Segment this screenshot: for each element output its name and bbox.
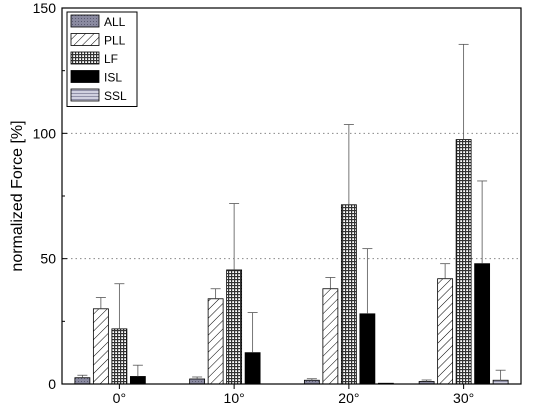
legend-swatch-isl: [70, 70, 100, 83]
bar-isl: [129, 376, 146, 385]
bar-all: [189, 378, 206, 385]
bar-isl: [474, 263, 491, 385]
y-axis: 0 50 100 150: [33, 0, 67, 392]
x-tick-label: 0°: [113, 390, 126, 405]
bar-pll: [207, 298, 224, 385]
gridlines: [62, 132, 521, 260]
legend-swatch-all: [70, 14, 100, 28]
y-tick-label: 150: [33, 0, 57, 16]
bar-lf: [111, 328, 128, 385]
bars: [74, 139, 509, 385]
legend-label-lf: LF: [104, 52, 118, 66]
legend-swatch-pll: [70, 33, 100, 46]
bar-isl: [244, 352, 261, 385]
bar-lf: [455, 139, 472, 385]
y-tick-label: 0: [48, 376, 56, 392]
y-tick-label: 50: [40, 251, 56, 267]
bar-lf: [340, 204, 357, 385]
bar-pll: [92, 308, 109, 385]
legend-label-isl: ISL: [104, 71, 122, 85]
bar-all: [74, 377, 91, 385]
x-tick-label: 30°: [453, 390, 474, 405]
legend-label-pll: PLL: [104, 34, 126, 48]
legend-label-ssl: SSL: [104, 89, 127, 103]
y-tick-label: 100: [33, 125, 57, 141]
bar-isl: [359, 313, 376, 385]
x-axis: 0° 10° 20° 30°: [113, 384, 474, 405]
legend-swatch-lf: [70, 51, 100, 65]
error-bars: [77, 43, 506, 382]
y-axis-title: normalized Force [%]: [9, 120, 26, 271]
bar-pll: [437, 278, 454, 385]
legend-label-all: ALL: [104, 15, 126, 29]
x-tick-label: 10°: [224, 390, 245, 405]
legend-swatch-ssl: [70, 88, 100, 102]
legend: ALL PLL LF ISL SSL: [66, 11, 138, 107]
x-tick-label: 20°: [338, 390, 359, 405]
bar-pll: [322, 288, 339, 385]
bar-lf: [226, 269, 243, 385]
